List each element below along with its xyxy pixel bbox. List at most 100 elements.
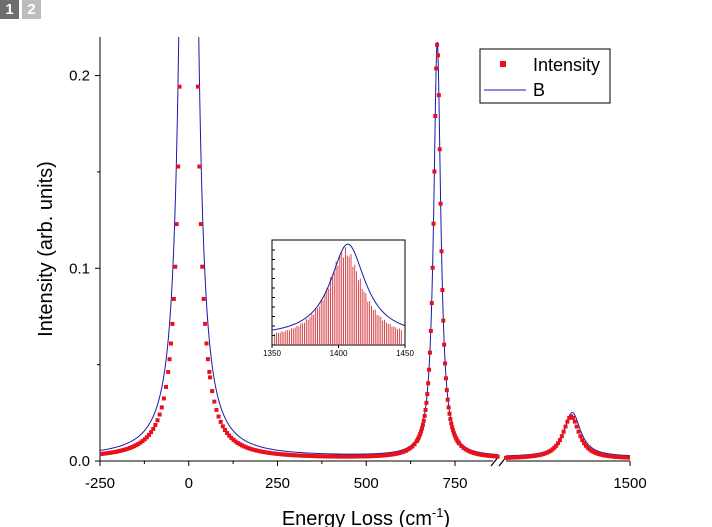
scatter-point-intensity <box>480 452 485 457</box>
scatter-point-intensity <box>282 452 287 457</box>
scatter-point-intensity <box>459 444 464 449</box>
scatter-point-intensity <box>408 446 413 451</box>
inset-line-b <box>272 243 405 331</box>
scatter-point-intensity <box>476 452 481 457</box>
x-axis-label: Energy Loss (cm-1) <box>282 505 450 527</box>
scatter-point-intensity <box>446 405 451 410</box>
scatter-point-intensity <box>557 438 562 443</box>
scatter-point-intensity <box>346 454 351 459</box>
scatter-point-intensity <box>576 429 581 434</box>
scatter-point-intensity <box>429 301 434 306</box>
scatter-point-intensity <box>246 446 251 451</box>
scatter-point-intensity <box>443 376 448 381</box>
scatter-point-intensity <box>399 450 404 455</box>
scatter-point-intensity <box>293 453 298 458</box>
scatter-point-intensity <box>159 405 164 410</box>
scatter-point-intensity <box>401 449 406 454</box>
scatter-point-intensity <box>173 264 178 269</box>
scatter-point-intensity <box>263 450 268 455</box>
scatter-point-intensity <box>561 429 566 434</box>
legend-label-b: B <box>533 80 545 100</box>
scatter-point-intensity <box>423 407 428 412</box>
scatter-point-intensity <box>149 430 154 435</box>
scatter-point-intensity <box>626 455 630 460</box>
scatter-point-intensity <box>419 429 424 434</box>
scatter-point-intensity <box>372 454 377 459</box>
scatter-point-intensity <box>250 447 255 452</box>
scatter-point-intensity <box>348 454 353 459</box>
scatter-point-intensity <box>155 418 160 423</box>
scatter-point-intensity <box>420 422 425 427</box>
scatter-point-intensity <box>335 454 340 459</box>
scatter-point-intensity <box>106 451 111 456</box>
scatter-point-intensity <box>467 449 472 454</box>
scatter-point-intensity <box>350 454 355 459</box>
scatter-point-intensity <box>432 169 437 174</box>
scatter-point-intensity <box>482 453 487 458</box>
scatter-point-intensity <box>280 452 285 457</box>
scatter-point-intensity <box>447 411 452 416</box>
scatter-point-intensity <box>225 431 230 436</box>
scatter-point-intensity <box>404 448 409 453</box>
x-tick-label: 750 <box>442 475 467 492</box>
scatter-point-intensity <box>323 454 328 459</box>
scatter-point-intensity <box>265 450 270 455</box>
axes-frame <box>99 37 630 467</box>
y-tick-label: 0.1 <box>69 260 90 277</box>
scatter-point-intensity <box>355 454 360 459</box>
scatter-point-intensity <box>352 454 357 459</box>
scatter-point-intensity <box>222 427 227 432</box>
scatter-point-intensity <box>570 415 575 420</box>
page-tab-2[interactable]: 2 <box>22 0 41 19</box>
scatter-point-intensity <box>171 296 176 301</box>
scatter-point-intensity <box>210 389 215 394</box>
scatter-point-intensity <box>104 451 109 456</box>
scatter-point-intensity <box>572 419 577 424</box>
scatter-point-intensity <box>449 421 454 426</box>
scatter-point-intensity <box>129 445 134 450</box>
scatter-point-intensity <box>244 445 249 450</box>
series-line-b-segment-1 <box>100 37 498 455</box>
scatter-point-intensity <box>425 392 430 397</box>
scatter-point-intensity <box>556 441 561 446</box>
scatter-point-intensity <box>422 413 427 418</box>
scatter-point-intensity <box>342 454 347 459</box>
scatter-point-intensity <box>327 454 332 459</box>
scatter-point-intensity <box>463 447 468 452</box>
scatter-point-intensity <box>427 367 432 372</box>
scatter-point-intensity <box>397 450 402 455</box>
scatter-point-intensity <box>259 449 264 454</box>
scatter-point-intensity <box>203 321 208 326</box>
scatter-point-intensity <box>495 454 500 459</box>
scatter-point-intensity <box>198 222 203 227</box>
x-axis-label-sup: -1 <box>432 505 444 520</box>
scatter-point-intensity <box>125 446 130 451</box>
scatter-point-intensity <box>552 445 557 450</box>
scatter-point-intensity <box>491 454 496 459</box>
scatter-point-intensity <box>123 447 128 452</box>
inset-x-tick-label: 1400 <box>330 349 348 358</box>
scatter-point-intensity <box>412 442 417 447</box>
scatter-point-intensity <box>431 221 436 226</box>
scatter-point-intensity <box>424 400 429 405</box>
scatter-point-intensity <box>489 454 494 459</box>
scatter-point-intensity <box>439 249 444 254</box>
scatter-point-intensity <box>365 454 370 459</box>
scatter-point-intensity <box>208 375 213 380</box>
page-tab-1[interactable]: 1 <box>0 0 19 19</box>
scatter-point-intensity <box>164 384 169 389</box>
inset-frame <box>271 239 406 346</box>
scatter-point-intensity <box>340 454 345 459</box>
scatter-point-intensity <box>435 42 440 47</box>
scatter-point-intensity <box>441 318 446 323</box>
scatter-point-intensity <box>450 425 455 430</box>
x-axis-label-main: Energy Loss (cm <box>282 508 432 527</box>
scatter-point-intensity <box>146 432 151 437</box>
scatter-point-intensity <box>252 448 257 453</box>
scatter-point-intensity <box>386 452 391 457</box>
scatter-point-intensity <box>269 451 274 456</box>
inset-x-tick-label: 1350 <box>263 349 281 358</box>
scatter-point-intensity <box>142 437 147 442</box>
scatter-point-intensity <box>440 288 445 293</box>
scatter-point-intensity <box>337 454 342 459</box>
